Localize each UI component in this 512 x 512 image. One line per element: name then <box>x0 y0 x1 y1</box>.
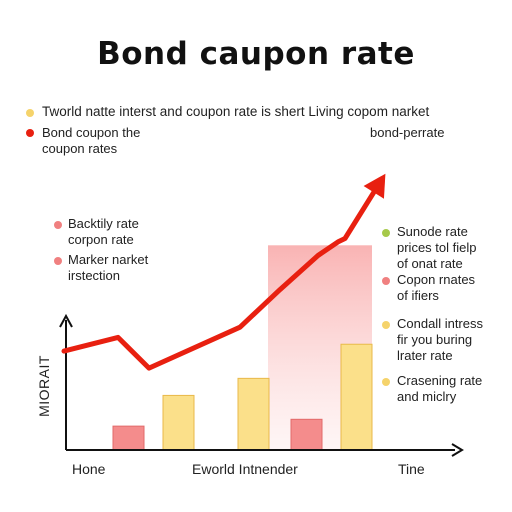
x-tick-label-1: Hone <box>72 461 106 477</box>
bar-4 <box>290 418 323 451</box>
y-axis-label: MIORAIT <box>36 355 52 417</box>
yellow-dot-icon <box>26 109 34 117</box>
chart-title: Bond caupon rate <box>97 36 415 72</box>
green-dot-icon <box>382 229 390 237</box>
bar-5 <box>340 343 373 451</box>
right-legend-item-4: Crasening rate and miclry <box>397 373 483 404</box>
pink-dot-icon <box>54 257 62 265</box>
x-tick-label-2: Eworld Intnender <box>192 461 298 477</box>
left-legend-item-2: Marker narket irstection <box>68 252 149 283</box>
series-line <box>61 183 381 371</box>
top-legend-item-2: Bond coupon the coupon rates <box>42 125 141 156</box>
y-axis-arrow-icon <box>59 313 73 328</box>
pink-dot-icon <box>54 221 62 229</box>
yellow-dot-icon <box>382 378 390 386</box>
top-legend-item-1: Tworld natte interst and coupon rate is … <box>42 104 430 119</box>
right-legend-item-3: Condall intress fir you buring lrater ra… <box>397 316 483 363</box>
line-arrow-head-icon <box>363 173 386 199</box>
red-dot-icon <box>26 129 34 137</box>
yellow-dot-icon <box>382 321 390 329</box>
bar-1 <box>112 425 145 451</box>
right-legend-item-2: Copon rnates of ifiers <box>397 272 476 303</box>
arrow-label: bond-perrate <box>370 125 445 140</box>
right-legend-item-1: Sunode rate prices tol fielp of onat rat… <box>397 224 477 271</box>
left-legend-item-1: Backtily rate corpon rate <box>68 216 139 247</box>
bar-3 <box>237 377 270 451</box>
pink-dot-icon <box>382 277 390 285</box>
x-tick-label-3: Tine <box>398 461 425 477</box>
bar-2 <box>162 394 195 451</box>
x-axis-arrow-icon <box>451 443 464 457</box>
